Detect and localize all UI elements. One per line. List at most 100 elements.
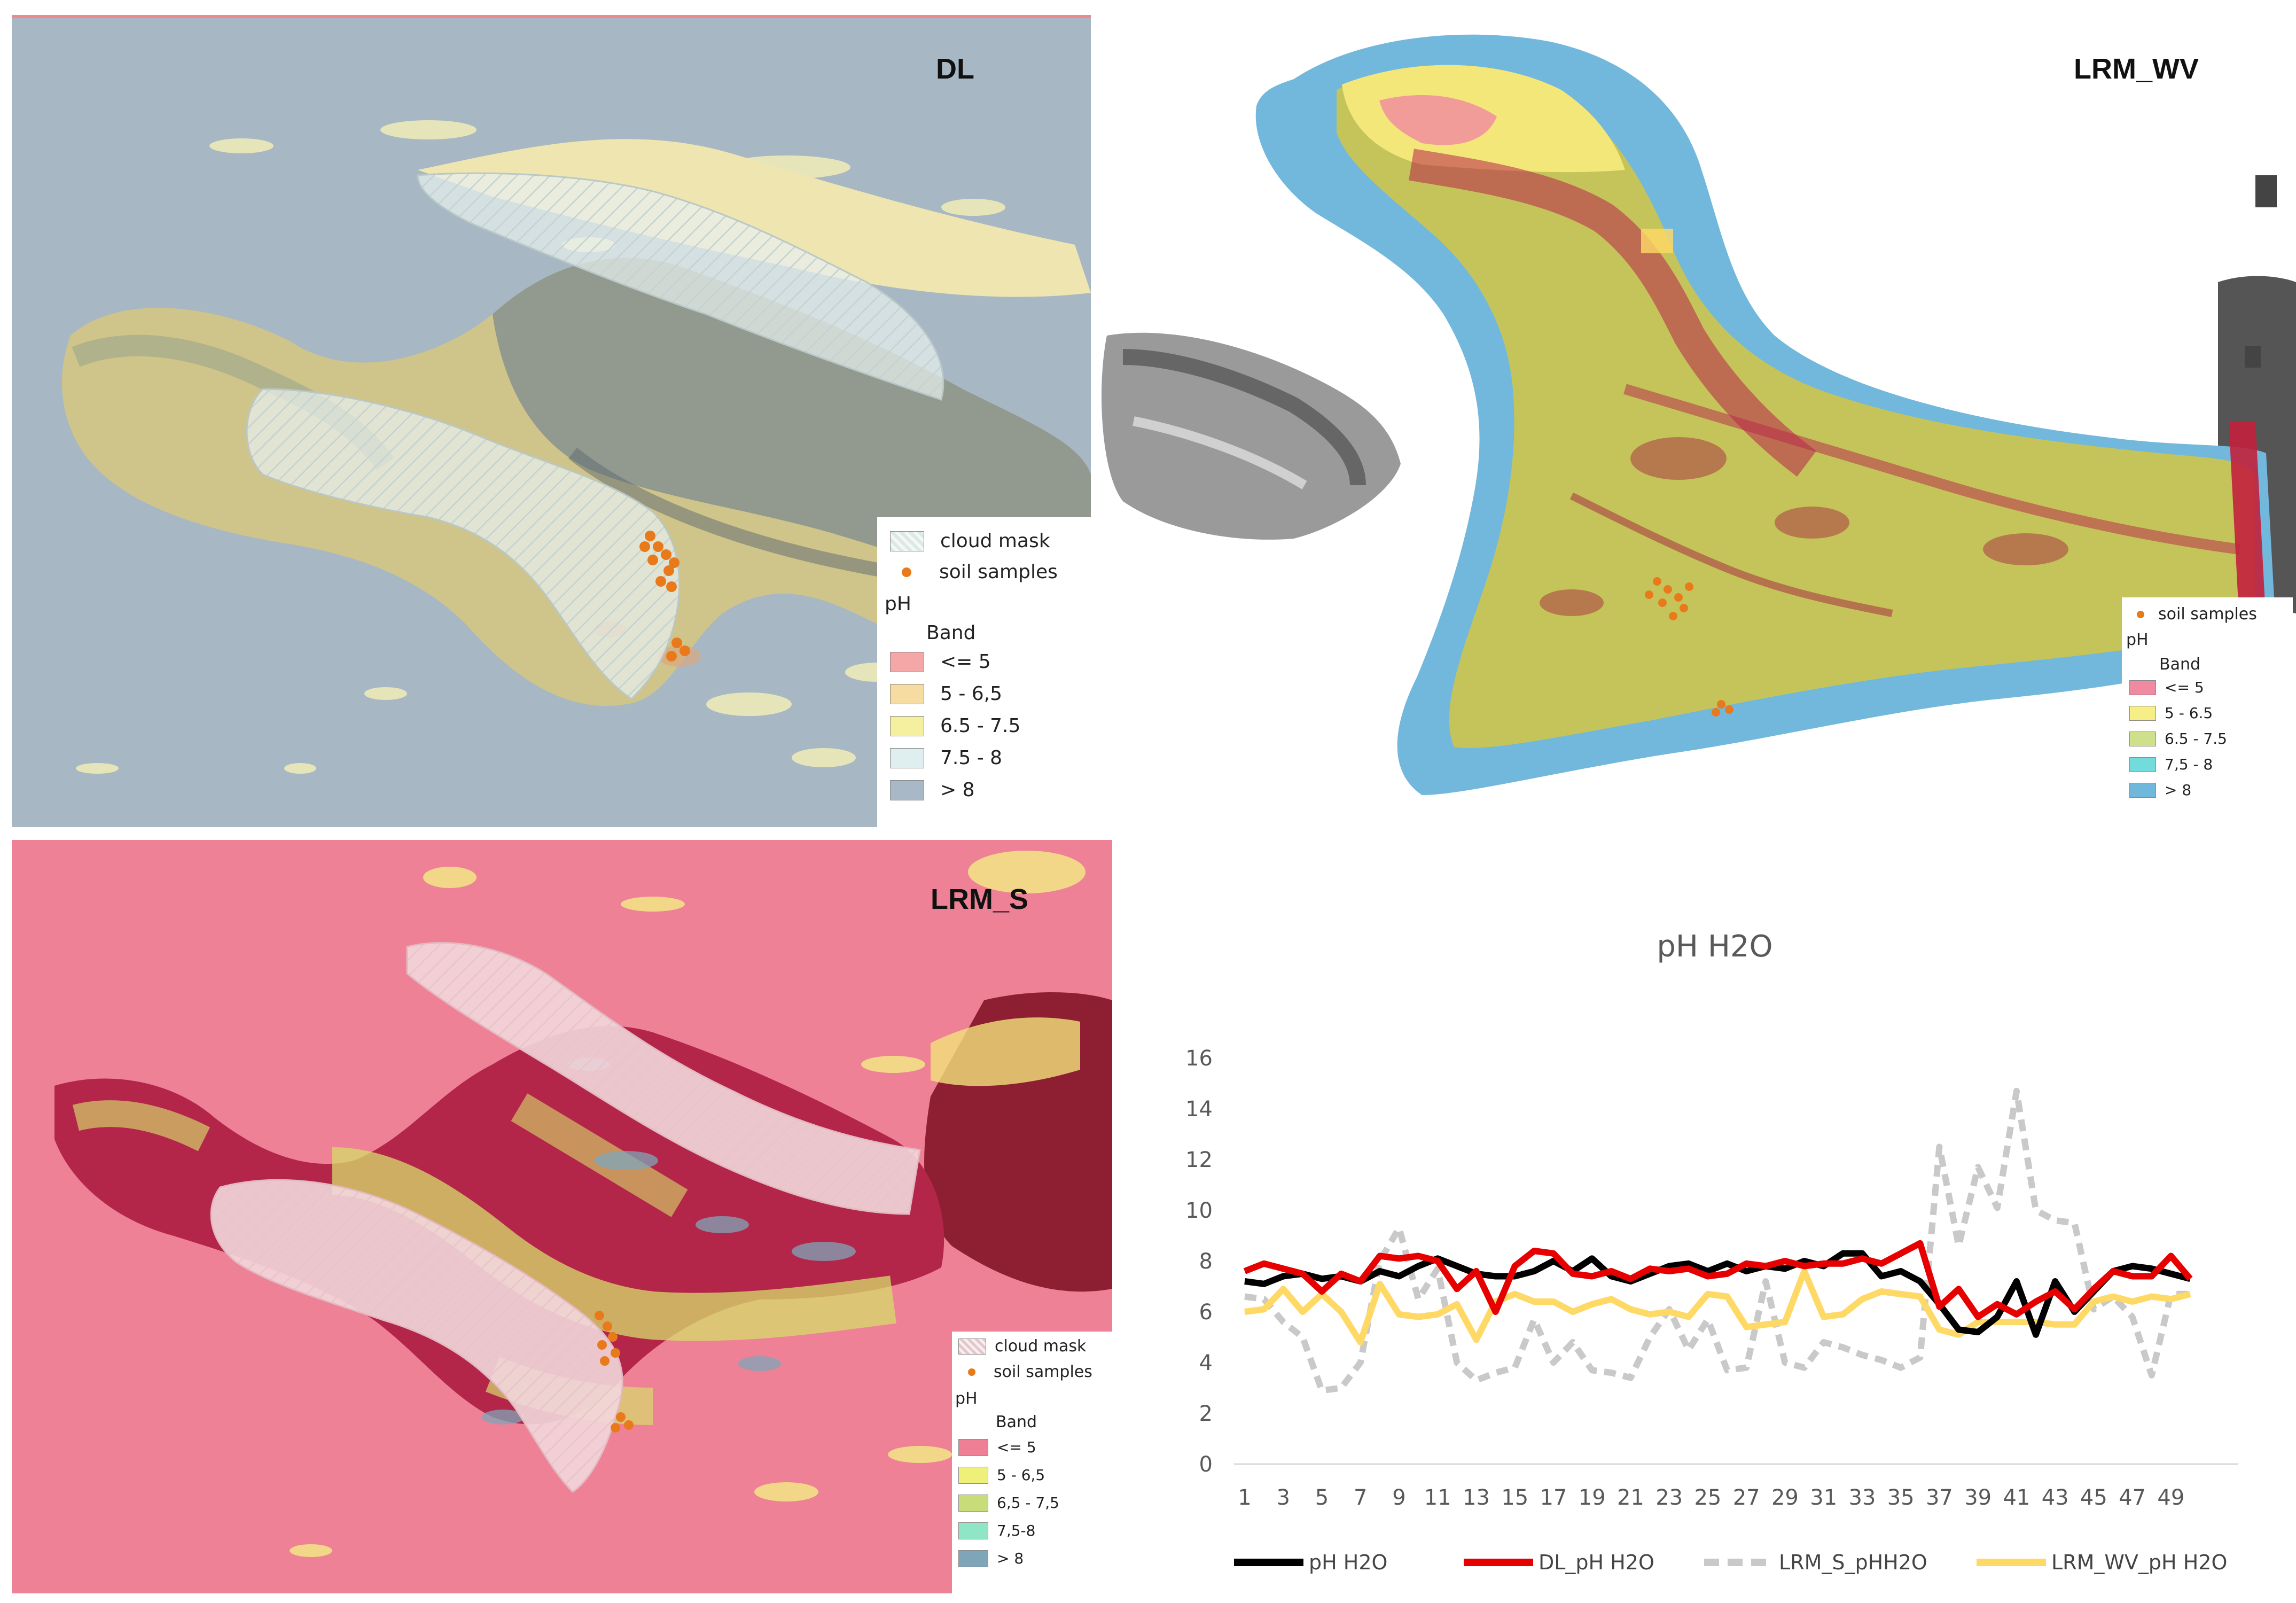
legend-class-2: 6.5 - 7.5 xyxy=(890,715,1020,737)
legend-soil-samples: soil samples xyxy=(958,1363,1092,1381)
legend-cloud-mask: cloud mask xyxy=(958,1337,1086,1356)
x-tick-label: 17 xyxy=(1540,1485,1567,1510)
hatch-swatch xyxy=(890,531,924,551)
x-tick-label: 9 xyxy=(1392,1485,1405,1510)
legend-class-label: 7,5-8 xyxy=(997,1522,1036,1539)
y-tick-label: 16 xyxy=(1185,1046,1213,1071)
map-lrm-wv-canvas xyxy=(1091,15,2296,827)
legend-label: soil samples xyxy=(2158,605,2257,624)
legend-class-label: 6.5 - 7.5 xyxy=(940,715,1021,737)
legend-class-label: > 8 xyxy=(997,1550,1024,1567)
legend-class-1: 5 - 6,5 xyxy=(958,1466,1045,1484)
legend-band-heading: Band xyxy=(2159,655,2201,674)
y-tick-label: 12 xyxy=(1185,1148,1213,1172)
x-tick-label: 11 xyxy=(1424,1485,1451,1510)
x-tick-label: 37 xyxy=(1926,1485,1953,1510)
legend-line-black xyxy=(1234,1559,1303,1566)
x-tick-label: 41 xyxy=(2003,1485,2030,1510)
land-mass xyxy=(1337,68,2255,748)
legend-class-3: 7,5 - 8 xyxy=(2129,756,2213,773)
y-tick-label: 6 xyxy=(1199,1300,1213,1325)
legend-dl: cloud mask soil samples pH Band <= 5 5 - … xyxy=(877,517,1091,827)
legend-label: DL_pH H2O xyxy=(1539,1551,1654,1574)
map-title-lrm-wv: LRM_WV xyxy=(2074,53,2199,85)
legend-swatch xyxy=(2129,731,2156,746)
legend-class-3: 7.5 - 8 xyxy=(890,747,1002,769)
map-title-dl: DL xyxy=(936,53,974,85)
legend-swatch xyxy=(890,748,924,768)
hatch-swatch xyxy=(958,1338,986,1355)
legend-line-yellow xyxy=(1977,1559,2046,1566)
x-tick-label: 43 xyxy=(2042,1485,2069,1510)
legend-class-label: <= 5 xyxy=(997,1438,1036,1456)
legend-swatch xyxy=(2129,680,2156,695)
legend-swatch xyxy=(958,1466,988,1484)
x-tick-label: 21 xyxy=(1617,1485,1644,1510)
map-dl-canvas xyxy=(12,15,1091,827)
legend-label: LRM_WV_pH H2O xyxy=(2051,1551,2228,1574)
map-dl: DL cloud mask soil samples pH Band <= 5 5… xyxy=(12,15,1091,827)
orange-dot-icon xyxy=(2137,610,2144,618)
legend-swatch xyxy=(958,1438,988,1456)
legend-swatch xyxy=(890,780,924,800)
x-tick-label: 15 xyxy=(1501,1485,1528,1510)
legend-ph-heading: pH xyxy=(885,593,911,615)
chart-title: pH H2O xyxy=(1657,929,1772,964)
y-tick-label: 10 xyxy=(1185,1199,1213,1223)
legend-class-label: > 8 xyxy=(2165,781,2192,799)
legend-band-heading: Band xyxy=(926,622,976,644)
legend-class-label: 5 - 6,5 xyxy=(940,683,1003,705)
legend-swatch xyxy=(958,1550,988,1567)
x-tick-label: 3 xyxy=(1277,1485,1290,1510)
legend-class-2: 6.5 - 7.5 xyxy=(2129,730,2227,748)
legend-lrm-s: cloud mask soil samples pH Band <= 5 5 - … xyxy=(952,1332,1112,1593)
legend-band-heading: Band xyxy=(996,1413,1037,1431)
map-lrm-s-canvas xyxy=(12,840,1112,1593)
x-tick-label: 5 xyxy=(1315,1485,1329,1510)
legend-lrm-wv-ph-h2o: LRM_WV_pH H2O xyxy=(1977,1551,2227,1574)
soil-sample-markers xyxy=(1645,577,1733,717)
x-tick-label: 29 xyxy=(1771,1485,1799,1510)
legend-label: soil samples xyxy=(939,561,1058,583)
x-tick-label: 23 xyxy=(1655,1485,1683,1510)
legend-class-label: 6,5 - 7,5 xyxy=(997,1494,1059,1512)
legend-ph-heading: pH xyxy=(955,1389,978,1408)
legend-soil-samples: soil samples xyxy=(890,561,1058,583)
legend-cloud-mask: cloud mask xyxy=(890,530,1050,552)
soil-sample-markers xyxy=(639,531,690,662)
legend-class-2: 6,5 - 7,5 xyxy=(958,1494,1059,1512)
x-tick-label: 19 xyxy=(1579,1485,1606,1510)
x-tick-label: 35 xyxy=(1887,1485,1915,1510)
legend-ph-heading: pH xyxy=(2126,631,2149,649)
legend-line-red xyxy=(1464,1559,1533,1566)
cloud-mask-north xyxy=(417,172,944,401)
legend-class-3: 7,5-8 xyxy=(958,1522,1035,1539)
legend-class-0: <= 5 xyxy=(890,651,991,673)
x-tick-label: 27 xyxy=(1733,1485,1760,1510)
legend-dl-ph-h2o: DL_pH H2O xyxy=(1464,1551,1654,1574)
soil-sample-markers xyxy=(595,1311,634,1433)
y-tick-label: 0 xyxy=(1199,1452,1213,1477)
legend-lrm-s-phh2o: LRM_S_pHH2O xyxy=(1704,1551,1927,1574)
orange-dot-icon xyxy=(902,567,911,577)
legend-class-4: > 8 xyxy=(958,1550,1024,1567)
legend-swatch xyxy=(2129,757,2156,772)
x-tick-label: 45 xyxy=(2080,1485,2107,1510)
legend-swatch xyxy=(958,1522,988,1539)
legend-class-label: <= 5 xyxy=(940,651,991,673)
y-tick-label: 4 xyxy=(1199,1351,1213,1375)
legend-label: cloud mask xyxy=(940,530,1050,552)
legend-class-label: 5 - 6,5 xyxy=(997,1466,1045,1484)
x-tick-label: 33 xyxy=(1848,1485,1876,1510)
legend-swatch xyxy=(958,1494,988,1512)
legend-class-label: 7,5 - 8 xyxy=(2165,756,2213,773)
x-tick-label: 31 xyxy=(1810,1485,1837,1510)
cloud-mask-south xyxy=(246,388,681,700)
x-tick-label: 13 xyxy=(1463,1485,1490,1510)
legend-class-label: > 8 xyxy=(940,779,975,801)
x-tick-label: 49 xyxy=(2157,1485,2184,1510)
legend-class-4: > 8 xyxy=(2129,781,2191,799)
legend-ph-h2o: pH H2O xyxy=(1234,1551,1387,1574)
map-title-lrm-s: LRM_S xyxy=(931,883,1029,915)
